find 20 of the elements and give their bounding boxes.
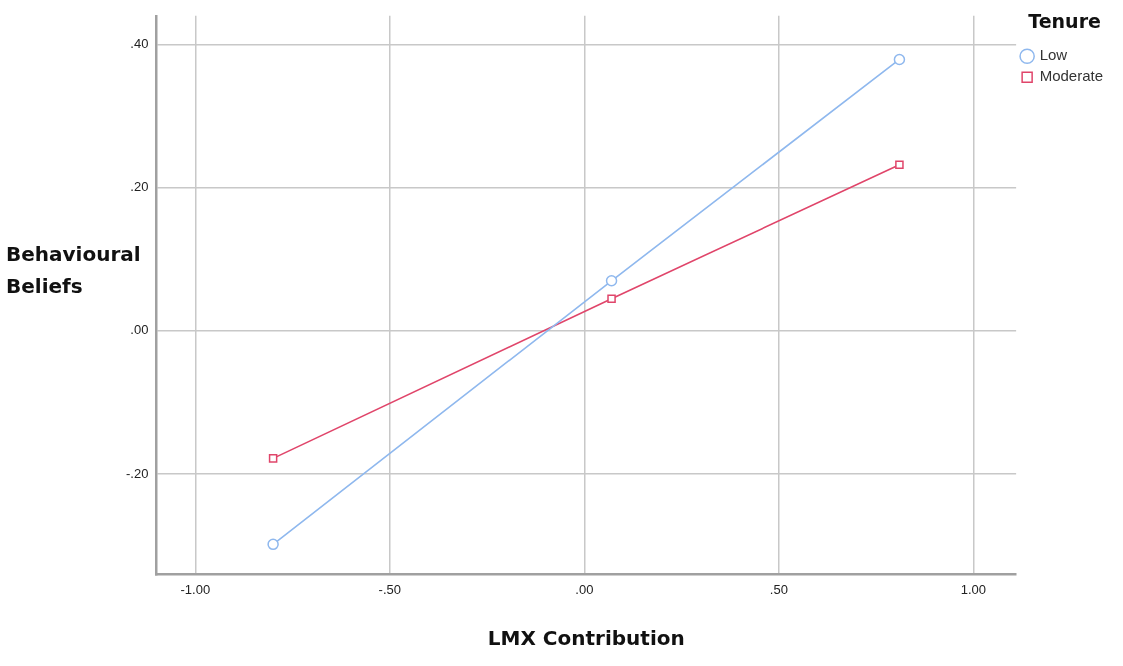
point <box>607 294 616 303</box>
y-tick-label: .00 <box>130 322 149 338</box>
x-tick-label: -1.00 <box>180 581 211 597</box>
legend-label: Moderate <box>1039 67 1104 85</box>
legend-label: Low <box>1039 46 1068 64</box>
y-tick-label: .40 <box>130 36 149 52</box>
legend-title: Tenure <box>1028 10 1101 33</box>
point <box>893 53 906 66</box>
y-tick-label: .20 <box>130 179 149 195</box>
x-tick-label: .50 <box>769 581 788 597</box>
point <box>605 275 618 287</box>
y-tick-label: -.20 <box>125 465 149 481</box>
x-tick-label: -.50 <box>378 581 402 597</box>
point <box>267 538 279 551</box>
y-axis-title: Behavioural Beliefs <box>6 241 142 300</box>
x-tick-label: .00 <box>575 581 594 597</box>
x-axis-title: LMX Contribution <box>487 626 685 651</box>
point <box>895 160 904 170</box>
point <box>268 454 278 463</box>
x-tick-label: 1.00 <box>960 581 986 597</box>
